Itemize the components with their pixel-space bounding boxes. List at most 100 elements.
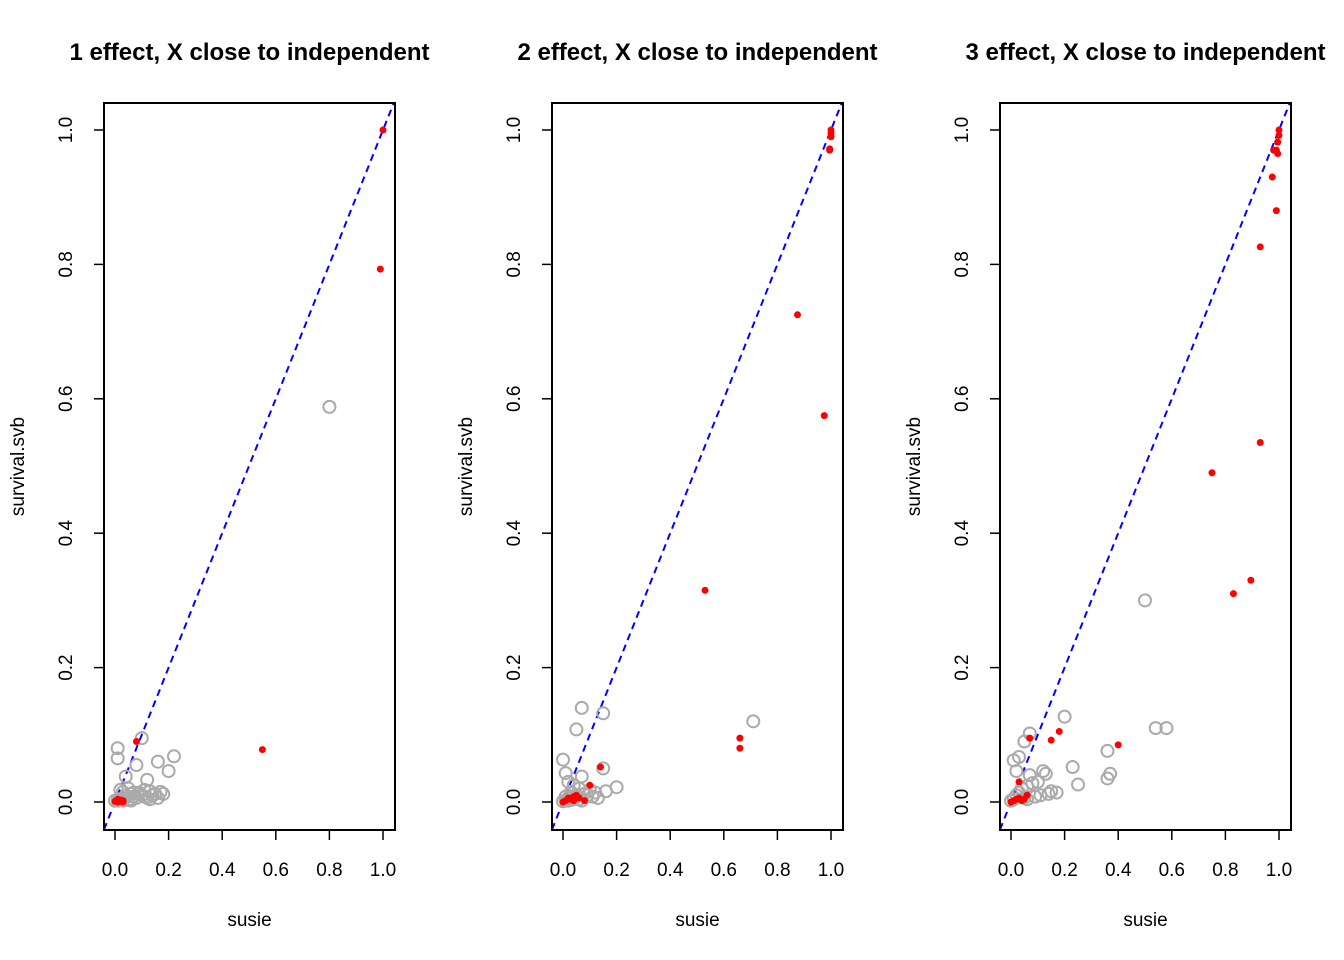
x-tick-label: 0.0 [102, 860, 128, 881]
data-point-causal [1268, 173, 1276, 181]
y-tick-label: 0.6 [56, 386, 77, 412]
data-point-non-causal [1071, 777, 1085, 792]
data-point-non-causal [574, 700, 589, 715]
panel-3: 3 effect, X close to independent 0.0 0.2 0.… [904, 39, 1326, 931]
data-point-non-causal [161, 764, 176, 779]
data-point-causal [1256, 243, 1264, 251]
y-tick-label: 1.0 [952, 117, 973, 143]
x-tick-label: 0.4 [1105, 860, 1132, 881]
data-point-causal [597, 763, 605, 771]
y-tick-label: 0.0 [56, 789, 77, 815]
x-tick-label: 0.0 [998, 860, 1024, 881]
y-axis-label: survival.svb [904, 417, 925, 516]
y-tick-label: 0.0 [504, 789, 525, 815]
x-tick-label: 0.2 [155, 860, 181, 881]
y-tick-label: 0.8 [952, 251, 973, 277]
y-tick-label: 1.0 [56, 117, 77, 143]
data-point-causal [114, 795, 122, 803]
data-point-non-causal [129, 758, 144, 773]
x-tick-label: 0.8 [1212, 860, 1238, 881]
x-tick-label: 0.8 [316, 860, 342, 881]
data-point-causal [1015, 778, 1023, 786]
data-point-non-causal [1009, 764, 1024, 779]
data-point-non-causal [110, 741, 125, 756]
y-axis-label: survival.svb [8, 417, 29, 516]
data-point-non-causal [1138, 593, 1152, 608]
data-point-causal [567, 795, 575, 803]
data-point-non-causal [1038, 766, 1053, 781]
data-point-non-causal [1065, 760, 1080, 775]
data-point-causal [1247, 576, 1255, 584]
data-point-causal [1047, 736, 1055, 744]
reference-line-y-equals-x [103, 102, 395, 830]
data-point-non-causal [596, 761, 611, 776]
data-point-causal [575, 794, 583, 802]
x-tick-label: 0.4 [209, 860, 236, 881]
data-point-causal [1007, 798, 1015, 806]
data-point-non-causal [558, 766, 573, 781]
y-tick-label: 0.6 [504, 386, 525, 412]
panel-2: 2 effect, X close to independent 0.0 0.2 0.… [456, 39, 878, 931]
data-point-non-causal [556, 752, 570, 767]
chart-title: 3 effect, X close to independent [965, 39, 1325, 66]
data-point-causal [1208, 469, 1216, 477]
data-point-causal [580, 797, 588, 805]
x-tick-label: 0.2 [1051, 860, 1077, 881]
data-point-causal [1015, 794, 1023, 802]
data-point-non-causal [598, 784, 613, 799]
data-point-non-causal [1036, 764, 1051, 779]
data-point-causal [132, 738, 140, 746]
chart-title: 1 effect, X close to independent [69, 39, 429, 66]
panel-1: 1 effect, X close to independent 0.0 0.2 0.… [8, 39, 430, 931]
data-point-causal [736, 734, 744, 742]
data-point-non-causal [1041, 786, 1056, 801]
y-tick-label: 0.6 [952, 386, 973, 412]
data-point-causal [379, 126, 387, 134]
x-tick-label: 0.0 [550, 860, 576, 881]
x-tick-label: 1.0 [370, 860, 396, 881]
data-point-non-causal [1100, 771, 1115, 786]
y-tick-label: 0.2 [56, 654, 77, 680]
data-point-non-causal [569, 722, 584, 737]
reference-line-y-equals-x [999, 102, 1291, 830]
data-point-causal [820, 412, 828, 420]
y-tick-label: 0.2 [504, 654, 525, 680]
y-tick-label: 1.0 [504, 117, 525, 143]
x-axis-label: susie [227, 910, 271, 931]
x-tick-label: 1.0 [1266, 860, 1292, 881]
data-point-causal [1256, 438, 1264, 446]
x-axis-label: susie [675, 910, 719, 931]
x-tick-label: 0.6 [711, 860, 737, 881]
data-point-non-causal [1057, 709, 1072, 724]
x-tick-label: 0.6 [263, 860, 289, 881]
data-point-non-causal [142, 792, 157, 807]
data-point-non-causal [1033, 788, 1048, 803]
data-point-causal [586, 781, 594, 789]
data-point-causal [794, 311, 801, 319]
data-point-causal [1055, 727, 1063, 735]
y-tick-label: 0.8 [56, 251, 77, 277]
y-tick-label: 0.0 [952, 789, 973, 815]
data-point-causal [119, 798, 127, 806]
data-point-causal [1272, 207, 1280, 215]
data-point-non-causal [118, 769, 133, 784]
y-tick-label: 0.4 [504, 520, 525, 547]
data-point-causal [1274, 138, 1282, 146]
chart-title: 2 effect, X close to independent [517, 39, 877, 66]
data-point-non-causal [590, 790, 605, 805]
data-point-causal [559, 798, 567, 806]
data-point-non-causal [166, 749, 181, 764]
data-point-causal [1270, 146, 1278, 154]
data-point-non-causal [746, 714, 761, 729]
y-tick-label: 0.4 [56, 520, 77, 547]
x-tick-label: 0.2 [603, 860, 629, 881]
x-tick-label: 0.4 [657, 860, 684, 881]
x-axis-label: susie [1123, 910, 1167, 931]
y-tick-label: 0.2 [952, 654, 973, 680]
data-point-non-causal [156, 786, 171, 801]
reference-line-y-equals-x [551, 102, 843, 830]
data-point-causal [826, 146, 834, 154]
data-point-causal [1229, 590, 1237, 598]
data-point-causal [1026, 734, 1034, 742]
